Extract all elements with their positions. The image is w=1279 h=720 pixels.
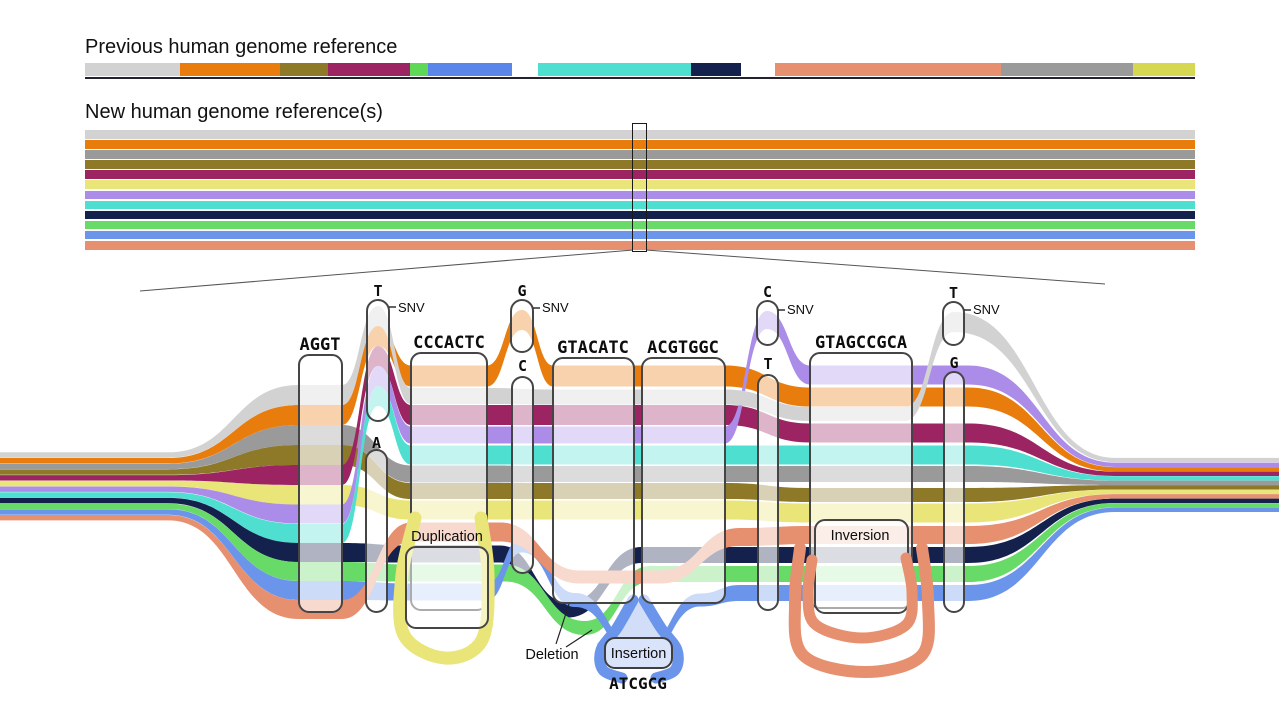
- previous-reference-segment-0: [85, 63, 180, 76]
- snv-label-6: SNV: [973, 302, 1000, 317]
- ribbon-turquoise: [0, 386, 1279, 543]
- sequence-label-ACGTGGC: ACGTGGC: [647, 338, 719, 358]
- allele-letter-2: G: [517, 282, 526, 300]
- deletion-pointer-0: [555, 603, 570, 645]
- allele-capsule-0: [366, 299, 390, 422]
- allele-capsule-1: [365, 449, 388, 613]
- magnifier-connector-line-0: [139, 249, 634, 292]
- previous-reference-segment-5: [428, 63, 512, 76]
- previous-reference-segment-8: [691, 63, 741, 76]
- new-reference-stripes: [85, 130, 1195, 251]
- allele-letter-7: G: [949, 354, 958, 372]
- new-reference-stripe-2: [85, 150, 1195, 159]
- previous-reference-title: Previous human genome reference: [85, 36, 398, 58]
- previous-reference-segment-11: [1001, 63, 1133, 76]
- previous-reference-segment-2: [280, 63, 328, 76]
- allele-letter-0: T: [373, 282, 382, 300]
- insertion-flare-0: [594, 594, 639, 684]
- new-reference-stripe-8: [85, 210, 1195, 220]
- previous-reference-bar: [85, 63, 1195, 76]
- label-insertion: Insertion: [611, 646, 667, 662]
- previous-reference-segment-4: [410, 63, 428, 76]
- new-reference-stripe-3: [85, 160, 1195, 169]
- allele-capsule-5: [757, 374, 779, 611]
- previous-reference-segment-1: [180, 63, 280, 76]
- allele-letter-4: C: [763, 283, 772, 301]
- new-reference-stripe-5: [85, 180, 1195, 189]
- previous-reference-segment-7: [538, 63, 691, 76]
- sequence-label-GTACATC: GTACATC: [557, 338, 629, 358]
- label-duplication: Duplication: [411, 529, 483, 545]
- ribbon-magenta: [0, 346, 1279, 485]
- new-reference-title: New human genome reference(s): [85, 101, 383, 123]
- previous-reference-segment-6: [512, 63, 538, 76]
- ribbon-navy: [0, 497, 1279, 618]
- sequence-label-GTAGCCGCA: GTAGCCGCA: [815, 333, 907, 353]
- insertion-sequence: ATCGCG: [609, 674, 667, 693]
- allele-capsule-6: [942, 301, 965, 346]
- sequence-box-AGGT: [298, 354, 343, 613]
- magnifier-box: [632, 123, 647, 252]
- sequence-label-AGGT: AGGT: [300, 335, 341, 355]
- deletion-pointer-1: [565, 629, 593, 648]
- new-reference-stripe-4: [85, 170, 1195, 179]
- snv-label-4: SNV: [787, 302, 814, 317]
- new-reference-stripe-9: [85, 220, 1195, 230]
- allele-letter-6: T: [949, 284, 958, 302]
- inner-box-duplication: [405, 546, 489, 629]
- previous-reference-segment-9: [741, 63, 775, 76]
- new-reference-stripe-10: [85, 230, 1195, 240]
- insertion-flare-1: [638, 594, 684, 684]
- snv-label-0: SNV: [398, 300, 425, 315]
- new-reference-stripe-0: [85, 130, 1195, 139]
- allele-capsule-4: [756, 300, 779, 346]
- allele-capsule-7: [943, 371, 965, 613]
- sequence-label-CCCACTC: CCCACTC: [413, 333, 485, 353]
- allele-letter-1: A: [372, 434, 381, 452]
- label-inversion: Inversion: [831, 528, 890, 544]
- previous-reference-segment-12: [1133, 63, 1195, 76]
- magnifier-connector-line-1: [645, 249, 1106, 285]
- insertion-box: [604, 637, 673, 669]
- allele-capsule-2: [510, 299, 534, 353]
- new-reference-stripe-11: [85, 241, 1195, 250]
- previous-reference-baseline: [85, 77, 1195, 79]
- new-reference-stripe-6: [85, 190, 1195, 200]
- ribbon-green: [0, 503, 1279, 635]
- allele-letter-3: C: [518, 357, 527, 375]
- sequence-box-GTACATC: [552, 357, 635, 604]
- allele-letter-5: T: [763, 355, 772, 373]
- label-deletion: Deletion: [525, 647, 578, 663]
- allele-capsule-3: [511, 376, 534, 574]
- sequence-box-ACGTGGC: [641, 357, 726, 604]
- snv-label-2: SNV: [542, 300, 569, 315]
- previous-reference-segment-3: [328, 63, 410, 76]
- new-reference-stripe-7: [85, 200, 1195, 210]
- inversion-loop-inner: [802, 552, 918, 644]
- previous-reference-segment-10: [775, 63, 1001, 76]
- new-reference-stripe-1: [85, 140, 1195, 149]
- inversion-loop-outer: [788, 542, 935, 679]
